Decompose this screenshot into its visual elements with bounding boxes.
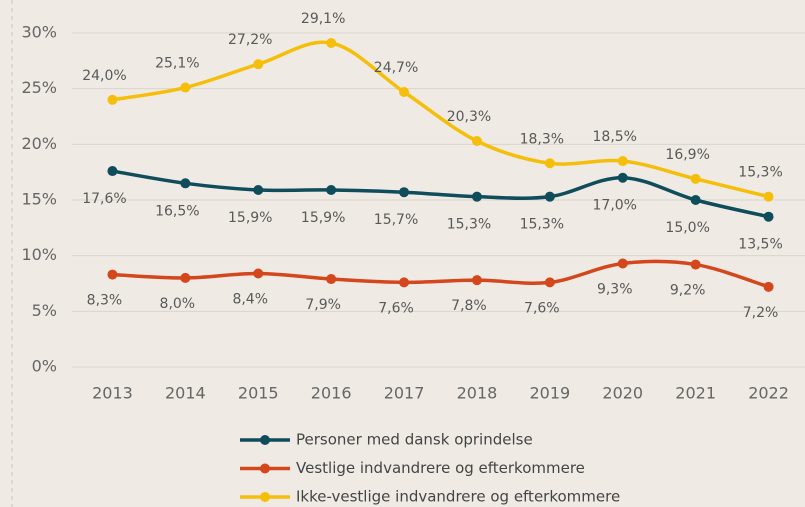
legend-label: Ikke-vestlige indvandrere og efterkommer…	[296, 488, 620, 506]
data-point	[471, 275, 482, 286]
data-point	[471, 135, 482, 146]
data-point	[326, 38, 337, 49]
data-label: 18,3%	[520, 131, 564, 147]
data-point	[253, 59, 264, 70]
data-label: 25,1%	[155, 56, 199, 72]
data-point	[399, 87, 410, 98]
data-label: 7,6%	[378, 300, 414, 316]
data-label: 15,9%	[228, 210, 272, 226]
data-point	[326, 184, 337, 195]
y-tick-label: 0%	[32, 357, 57, 376]
data-label: 15,9%	[301, 210, 345, 226]
data-label: 17,0%	[593, 198, 637, 214]
series-line	[112, 259, 770, 289]
data-label: 8,3%	[87, 293, 123, 309]
data-point	[253, 268, 264, 279]
y-tick-label: 5%	[32, 301, 57, 320]
data-label: 16,5%	[155, 203, 199, 219]
x-tick-label: 2022	[748, 384, 789, 403]
data-point	[471, 191, 482, 202]
x-tick-label: 2018	[457, 384, 498, 403]
y-tick-label: 15%	[21, 190, 57, 209]
data-point	[399, 277, 410, 288]
data-point	[544, 191, 555, 202]
data-point	[107, 166, 118, 177]
data-point	[180, 82, 191, 93]
data-label: 7,6%	[524, 300, 560, 316]
data-point	[763, 191, 774, 202]
data-label: 7,2%	[743, 305, 779, 321]
legend-marker	[260, 435, 270, 445]
x-tick-label: 2017	[384, 384, 425, 403]
legend-marker	[260, 463, 270, 474]
data-point	[544, 277, 555, 288]
data-point	[617, 172, 628, 183]
data-label: 29,1%	[301, 11, 345, 27]
data-label: 15,0%	[665, 220, 709, 236]
data-label: 27,2%	[228, 32, 272, 48]
data-label: 9,2%	[670, 283, 706, 299]
data-label: 8,0%	[160, 296, 196, 312]
x-tick-label: 2014	[165, 384, 206, 403]
data-point	[690, 173, 701, 184]
data-label: 7,8%	[451, 298, 487, 314]
x-tick-label: 2019	[529, 384, 570, 403]
data-point	[326, 274, 337, 285]
data-point	[253, 184, 264, 195]
series-line	[112, 40, 769, 199]
data-label: 15,7%	[374, 212, 418, 228]
data-label: 7,9%	[305, 297, 341, 313]
data-point	[180, 272, 191, 283]
y-tick-label: 10%	[21, 245, 57, 264]
series-line	[112, 169, 769, 219]
data-point	[544, 158, 555, 169]
data-point	[763, 281, 774, 292]
data-label: 16,9%	[665, 147, 709, 163]
data-point	[690, 195, 701, 205]
x-tick-label: 2015	[238, 384, 279, 403]
data-point	[617, 258, 628, 269]
data-point	[180, 178, 191, 189]
x-tick-label: 2016	[311, 384, 352, 403]
data-label: 17,6%	[82, 191, 126, 207]
data-point	[763, 211, 774, 222]
legend-label: Personer med dansk oprindelse	[296, 431, 533, 449]
x-tick-label: 2013	[92, 384, 133, 403]
data-label: 24,7%	[374, 60, 418, 76]
data-label: 15,3%	[738, 165, 782, 181]
data-point	[690, 259, 701, 270]
data-point	[399, 187, 410, 198]
data-label: 15,3%	[447, 217, 491, 233]
data-label: 20,3%	[447, 109, 491, 125]
legend-marker	[260, 492, 270, 502]
data-point	[107, 269, 118, 280]
data-point	[617, 156, 628, 167]
y-tick-label: 20%	[21, 134, 57, 153]
x-tick-label: 2020	[602, 384, 643, 403]
x-tick-label: 2021	[675, 384, 716, 403]
y-tick-label: 30%	[21, 23, 57, 42]
data-label: 8,4%	[232, 291, 268, 307]
data-point	[107, 94, 118, 105]
legend-label: Vestlige indvandrere og efterkommere	[296, 459, 585, 477]
data-label: 15,3%	[520, 217, 564, 233]
data-label: 9,3%	[597, 281, 633, 297]
data-label: 18,5%	[593, 129, 637, 145]
data-label: 24,0%	[82, 68, 126, 84]
y-tick-label: 25%	[21, 78, 57, 97]
data-label: 13,5%	[738, 237, 782, 253]
